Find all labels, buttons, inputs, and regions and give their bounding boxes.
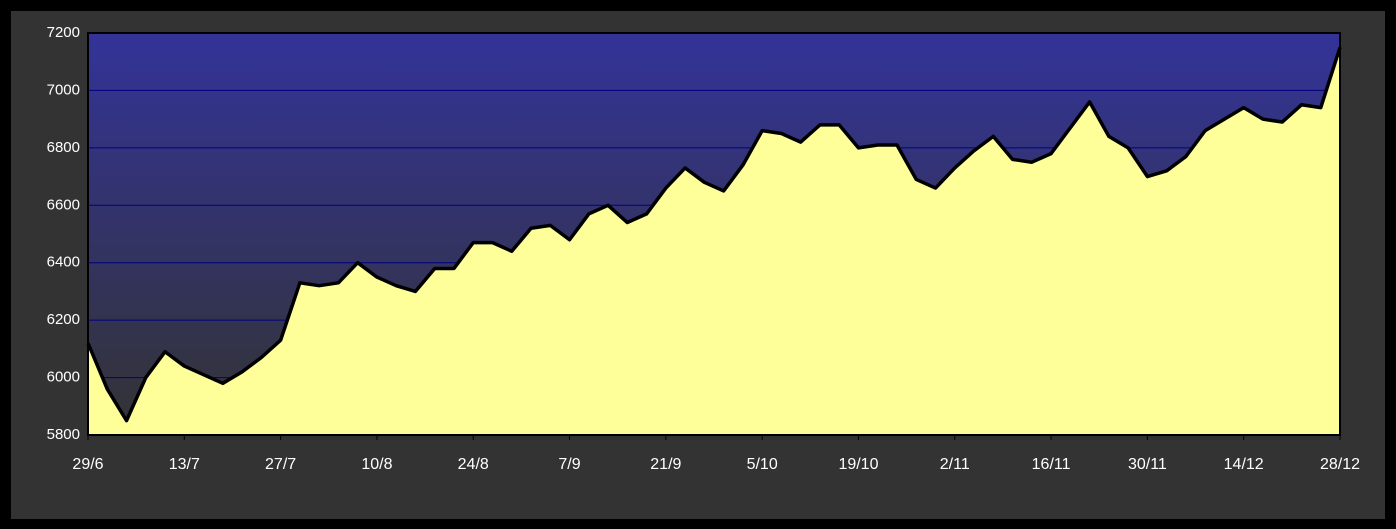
x-tick-label: 28/12 bbox=[1320, 456, 1360, 473]
x-tick-label: 10/8 bbox=[361, 456, 392, 473]
y-tick-label: 6400 bbox=[47, 254, 80, 271]
x-tick-label: 13/7 bbox=[169, 456, 200, 473]
y-tick-label: 7000 bbox=[47, 81, 80, 98]
y-tick-label: 6800 bbox=[47, 139, 80, 156]
x-tick-label: 30/11 bbox=[1128, 456, 1167, 473]
x-tick-label: 2/11 bbox=[940, 456, 970, 473]
x-tick-label: 21/9 bbox=[650, 456, 681, 473]
plot-border bbox=[87, 32, 1341, 436]
x-tick-label: 27/7 bbox=[265, 456, 296, 473]
x-tick-label: 16/11 bbox=[1032, 456, 1071, 473]
y-tick-label: 6200 bbox=[47, 311, 80, 328]
x-tick-label: 29/6 bbox=[72, 456, 103, 473]
y-tick-label: 6600 bbox=[47, 196, 80, 213]
y-tick-label: 6000 bbox=[47, 369, 80, 386]
x-tick-label: 24/8 bbox=[458, 456, 489, 473]
x-tick-label: 19/10 bbox=[838, 456, 878, 473]
x-tick-label: 7/9 bbox=[558, 456, 580, 473]
y-tick-label: 7200 bbox=[47, 24, 80, 41]
y-tick-label: 5800 bbox=[47, 426, 80, 443]
area-fill bbox=[88, 47, 1340, 435]
x-tick-label: 5/10 bbox=[747, 456, 778, 473]
x-tick-label: 14/12 bbox=[1224, 456, 1264, 473]
area-line bbox=[86, 46, 1342, 423]
